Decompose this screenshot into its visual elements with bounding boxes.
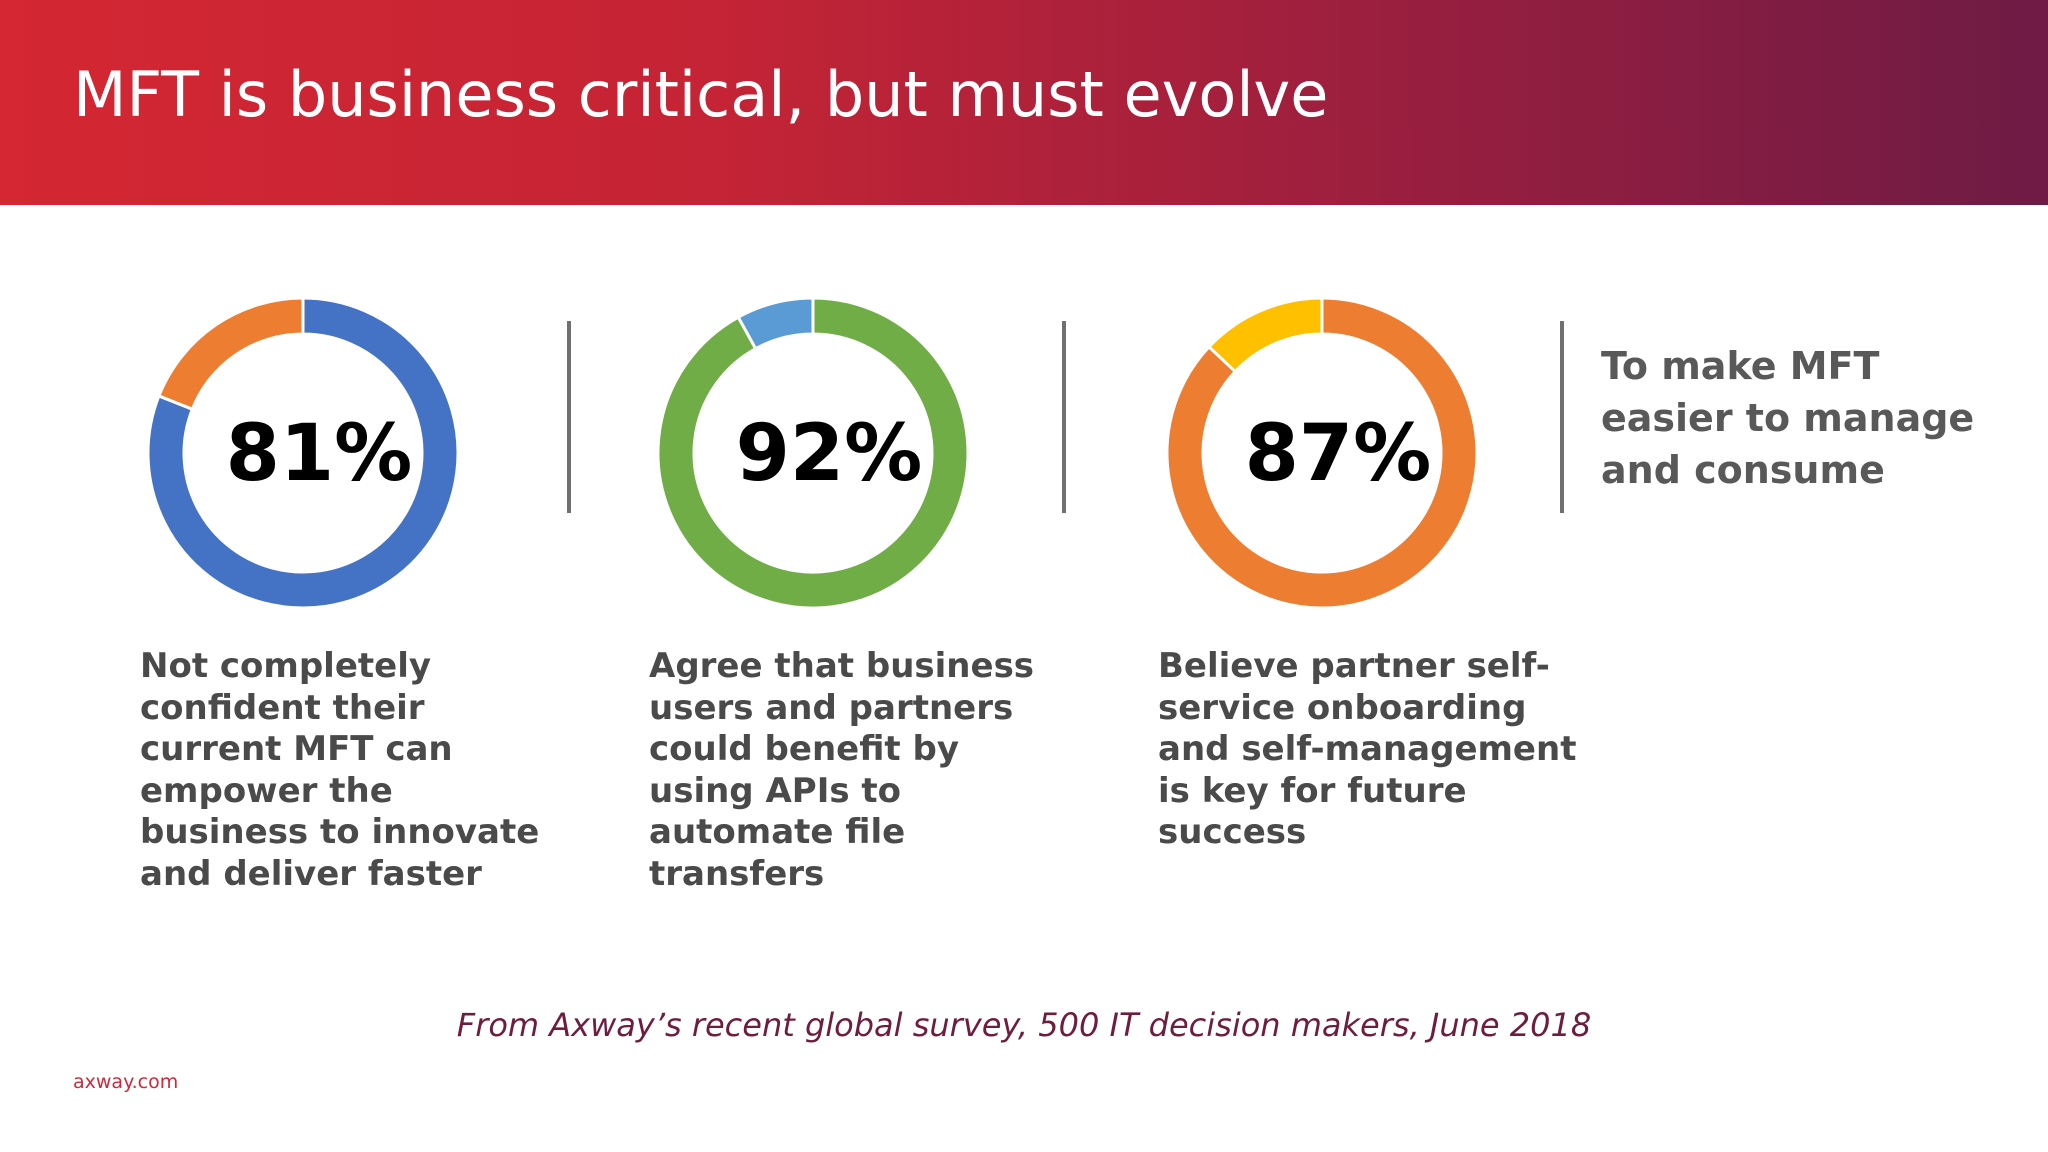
donut-chart-1: 81% — [146, 296, 460, 610]
donut-2-center-label: 92% — [736, 409, 923, 499]
divider-2 — [1062, 321, 1066, 513]
donut-chart-2: 92% — [656, 296, 970, 610]
donut-1-slice-1 — [146, 296, 460, 610]
caption-2: Agree that business users and partners c… — [649, 646, 1035, 894]
caption-3: Believe partner self-service onboarding … — [1158, 646, 1577, 852]
donut-2-segments — [656, 296, 970, 610]
source-note: From Axway’s recent global survey, 500 I… — [456, 1006, 1592, 1044]
donut-1-slice-2 — [156, 296, 305, 412]
donut-1-center-label: 81% — [226, 409, 413, 499]
donut-2-slice-2 — [736, 296, 815, 351]
slide-title: MFT is business critical, but must evolv… — [73, 58, 1329, 131]
donut-3-slice-1 — [1165, 296, 1479, 610]
title-banner: MFT is business critical, but must evolv… — [0, 0, 2048, 205]
donut-3-center-label: 87% — [1245, 409, 1432, 499]
caption-1: Not completely confident their current M… — [140, 646, 540, 894]
divider-3 — [1560, 321, 1564, 513]
donut-2-slice-1 — [656, 296, 970, 610]
donut-3-slice-2 — [1206, 296, 1324, 374]
footer-logo-text: axway.com — [73, 1071, 179, 1093]
side-note: To make MFT easier to manage and consume — [1601, 344, 1975, 492]
donut-3-segments — [1165, 296, 1479, 610]
donut-1-segments — [146, 296, 460, 610]
donut-chart-3: 87% — [1165, 296, 1479, 610]
divider-1 — [567, 321, 571, 513]
